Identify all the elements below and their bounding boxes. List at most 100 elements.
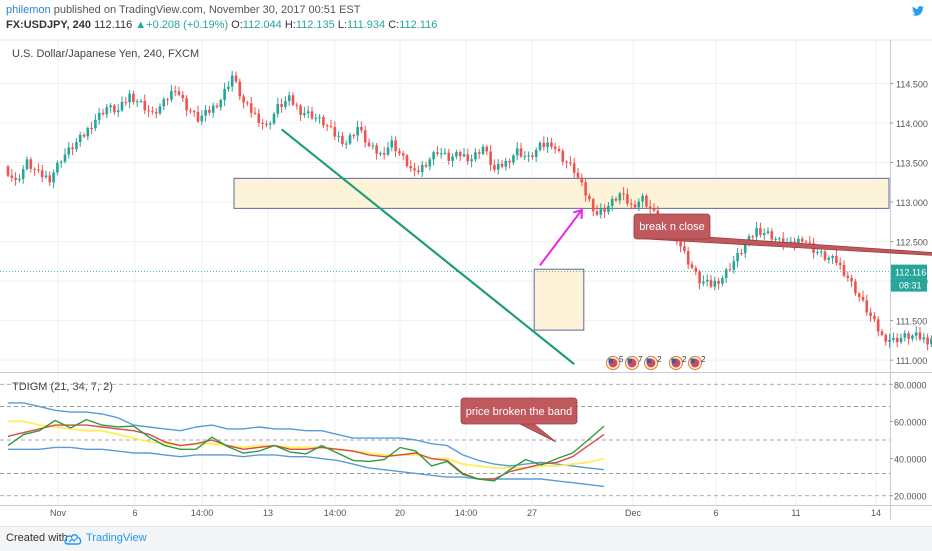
price-tick-label: 114.500 [896,79,928,89]
candle [295,102,299,110]
candle-body [394,140,397,152]
candle-body [105,107,109,115]
candle-body [390,140,394,148]
candle [721,275,724,287]
candle-body [588,195,591,200]
candle [607,202,610,215]
price-pane-title: U.S. Dollar/Japanese Yen, 240, FXCM [12,48,199,60]
candle-body [523,155,527,157]
author-name[interactable]: philemon [6,4,51,16]
candle [417,165,420,175]
up-arrow-icon: ▲ [135,19,147,31]
candle-body [565,161,568,163]
us-flag-event-icon[interactable]: 2 [668,355,688,371]
candle [565,160,568,169]
candle-body [162,99,166,107]
candle-body [44,175,48,178]
candle [914,326,918,341]
candle-body [268,123,272,125]
candle-body [59,161,63,163]
candle-body [234,75,238,82]
candle [447,148,451,165]
us-flag-event-icon[interactable]: 5 [605,355,625,371]
candle-body [116,110,120,113]
candle-body [379,153,382,155]
candle [652,203,656,213]
us-flag-event-icon[interactable]: 7 [624,355,644,371]
close-value: 112.116 [399,19,438,31]
candle-body [299,105,302,116]
tradingview-brand[interactable]: TradingView [86,532,147,544]
candle-body [132,93,135,102]
candle [515,141,519,161]
candle-body [261,123,264,124]
candle [33,167,36,176]
candle-body [10,175,14,178]
candle-body [576,172,580,178]
candle [698,269,701,290]
candle-body [333,126,337,137]
price-tick-label: 112.500 [896,238,928,248]
candle [242,94,245,109]
candle-body [595,211,599,215]
us-flag-event-icon[interactable]: 2 [687,355,707,371]
candle [736,248,739,268]
candle-body [462,154,466,157]
candle-body [318,117,321,119]
candle [390,135,394,152]
candle [253,107,257,116]
candle-body [158,106,162,114]
candle-body [124,101,128,103]
candle [508,158,511,169]
us-flag-event-icon[interactable]: 2 [643,355,663,371]
candle-body [139,100,143,102]
candle-body [816,252,819,254]
candle-body [527,155,530,157]
candle [333,121,337,141]
candle [504,157,508,171]
candle-body [420,164,424,173]
candle-body [40,170,44,178]
candle [603,204,606,218]
candle [572,157,576,178]
candle-body [633,204,637,208]
candle-body [770,231,774,240]
candle-body [629,203,633,205]
candle [101,108,105,116]
candle-body [884,334,888,342]
candle [37,163,40,174]
candlestick-series[interactable] [6,70,932,370]
candle [151,106,154,115]
candle [394,136,397,158]
candle-body [325,125,329,127]
candle-body [382,153,386,155]
candle-body [819,251,823,253]
candle-body [892,338,895,340]
candle-body [907,333,910,339]
last-price-value: 112.116 [94,19,133,31]
candle-body [846,275,850,278]
candle [413,162,416,177]
candle [200,110,204,126]
candle-body [249,103,253,113]
candle [557,145,561,153]
candle [204,105,207,122]
candle-body [683,246,686,252]
candle [903,330,907,342]
candle [462,148,466,158]
candle [299,104,302,122]
candle [538,141,542,152]
time-tick-label: 20 [395,508,405,518]
candle-body [238,81,242,97]
candle-body [272,113,276,124]
candle [143,94,147,115]
candle-body [352,135,356,137]
candle [246,100,249,106]
twitter-icon[interactable] [912,6,924,16]
candle [899,333,903,344]
candle-body [926,337,929,345]
tradingview-cloud-icon[interactable] [64,533,82,545]
candle [124,97,128,106]
low-value: 111.934 [347,19,386,31]
countdown-tag-text: 08:31 [899,281,922,291]
